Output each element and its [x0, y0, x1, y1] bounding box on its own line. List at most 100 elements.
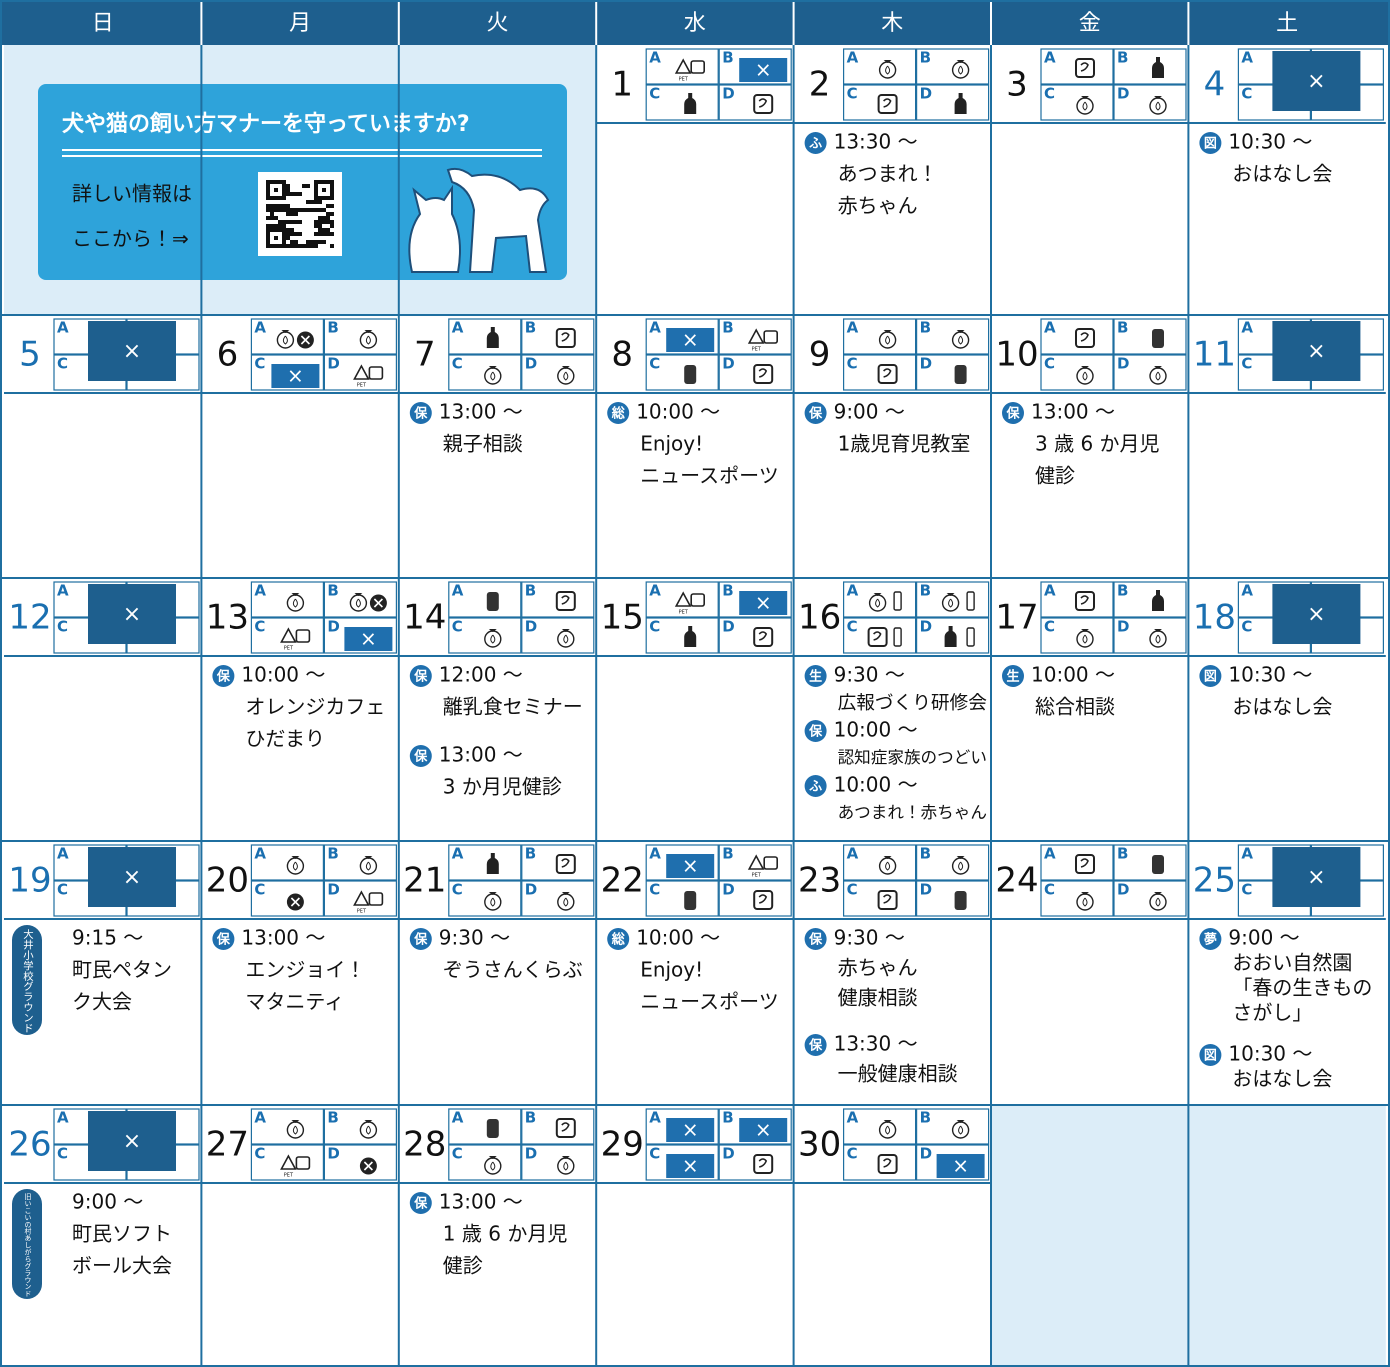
day-number: 2 [809, 65, 831, 105]
qr-cell [298, 208, 302, 212]
battery [893, 627, 902, 647]
qr-cell [306, 208, 310, 212]
garbage-icon [1152, 329, 1164, 348]
event-text: おはなし会 [1232, 1067, 1332, 1091]
weekday: 月 [289, 11, 311, 36]
zone-letter: D [525, 355, 537, 373]
garbage-icon [867, 627, 888, 647]
day-number: 28 [403, 1125, 446, 1165]
garbage-icon [753, 890, 774, 910]
qr-cell [282, 220, 286, 224]
zone-letter: C [452, 1145, 463, 1163]
bag-knot [956, 330, 965, 333]
zone-letter: B [1117, 582, 1128, 600]
zone-cell [448, 318, 522, 355]
qr-cell [282, 232, 286, 236]
zone-letter: A [847, 319, 859, 337]
zone-cell [250, 617, 324, 654]
qr-cell [318, 216, 322, 220]
event-time: 10:00 ～ [834, 718, 918, 742]
event-time: 10:30 ～ [1228, 130, 1312, 154]
zone-cell [323, 844, 397, 881]
plastic-mark [1075, 591, 1095, 611]
flame [1082, 371, 1088, 381]
zone-letter: A [1241, 845, 1253, 863]
zone-letter: C [57, 881, 68, 899]
zone-cell [1113, 84, 1187, 121]
qr-cell [314, 224, 318, 228]
ad-text: 詳しい情報は [72, 182, 192, 206]
qr-cell [314, 220, 318, 224]
pet-label: PET [357, 909, 367, 915]
weekday: 日 [92, 11, 114, 36]
qr-cell [314, 232, 318, 236]
zone-letter: D [722, 1145, 734, 1163]
zone-letter: B [920, 1109, 931, 1127]
zone-letter: C [1241, 881, 1252, 899]
day-number: 16 [798, 598, 841, 638]
cross [373, 598, 383, 608]
no-collection-mark: × [682, 854, 699, 878]
burnable-bag [1076, 630, 1094, 648]
qr-cell [282, 184, 286, 188]
day-number: 5 [19, 335, 41, 375]
flame [958, 65, 964, 75]
qr-cell [286, 212, 290, 216]
qr-cell [310, 244, 314, 248]
garbage-icon [951, 330, 970, 349]
zone-cell [250, 880, 324, 917]
day-number: 18 [1193, 598, 1236, 638]
no-collection-mark: × [1307, 69, 1325, 94]
garbage-icon [893, 627, 902, 647]
place-label: 旧いこいの村あしがらグラウンド [23, 1193, 31, 1297]
zone-letter: D [525, 881, 537, 899]
jar [954, 891, 967, 910]
flame [292, 1125, 298, 1135]
plastic-curve [883, 1158, 892, 1168]
event-text: おおい自然園 [1232, 951, 1352, 975]
event-time: 10:00 ～ [241, 663, 325, 687]
qr-cell [274, 204, 278, 208]
zone-letter: D [525, 618, 537, 636]
day-number: 21 [403, 861, 446, 901]
zone-cell [323, 880, 397, 917]
qr-cell [274, 244, 278, 248]
qr-cell [326, 228, 330, 232]
garbage-icon [286, 893, 304, 911]
zone-letter: C [649, 355, 660, 373]
event-badge-label: 総 [611, 406, 626, 422]
pet-label: PET [679, 77, 689, 83]
qr-cell [294, 232, 298, 236]
zone-letter: B [722, 1109, 733, 1127]
garbage-icon: PET [674, 591, 706, 616]
qr-cell [282, 196, 286, 200]
qr-cell [278, 180, 282, 184]
no-collection-mark: × [360, 627, 377, 651]
garbage-icon [486, 1119, 499, 1138]
garbage-icon: PET [353, 890, 384, 915]
bottle [486, 327, 499, 348]
burnable-bag [878, 857, 897, 875]
garbage-icon [966, 627, 975, 647]
jar [684, 891, 697, 910]
garbage-icon: PET [280, 627, 311, 652]
qr-cell [310, 208, 314, 212]
qr-cell [274, 216, 278, 220]
qr-cell [282, 188, 286, 192]
flame [885, 861, 891, 871]
zone-letter: D [722, 881, 734, 899]
bag-knot [561, 366, 570, 369]
event-time: 9:30 ～ [834, 926, 905, 950]
plastic-mark [555, 328, 576, 348]
no-collection [739, 591, 788, 615]
burnable-bag [286, 857, 305, 875]
zone-letter: C [1044, 355, 1055, 373]
recycle-mark [353, 364, 370, 380]
event-text: 総合相談 [1035, 695, 1115, 719]
garbage-icon: PET [353, 364, 384, 389]
pet-label: PET [752, 347, 762, 353]
zone-cell [915, 617, 990, 654]
zone-letter: A [649, 582, 661, 600]
